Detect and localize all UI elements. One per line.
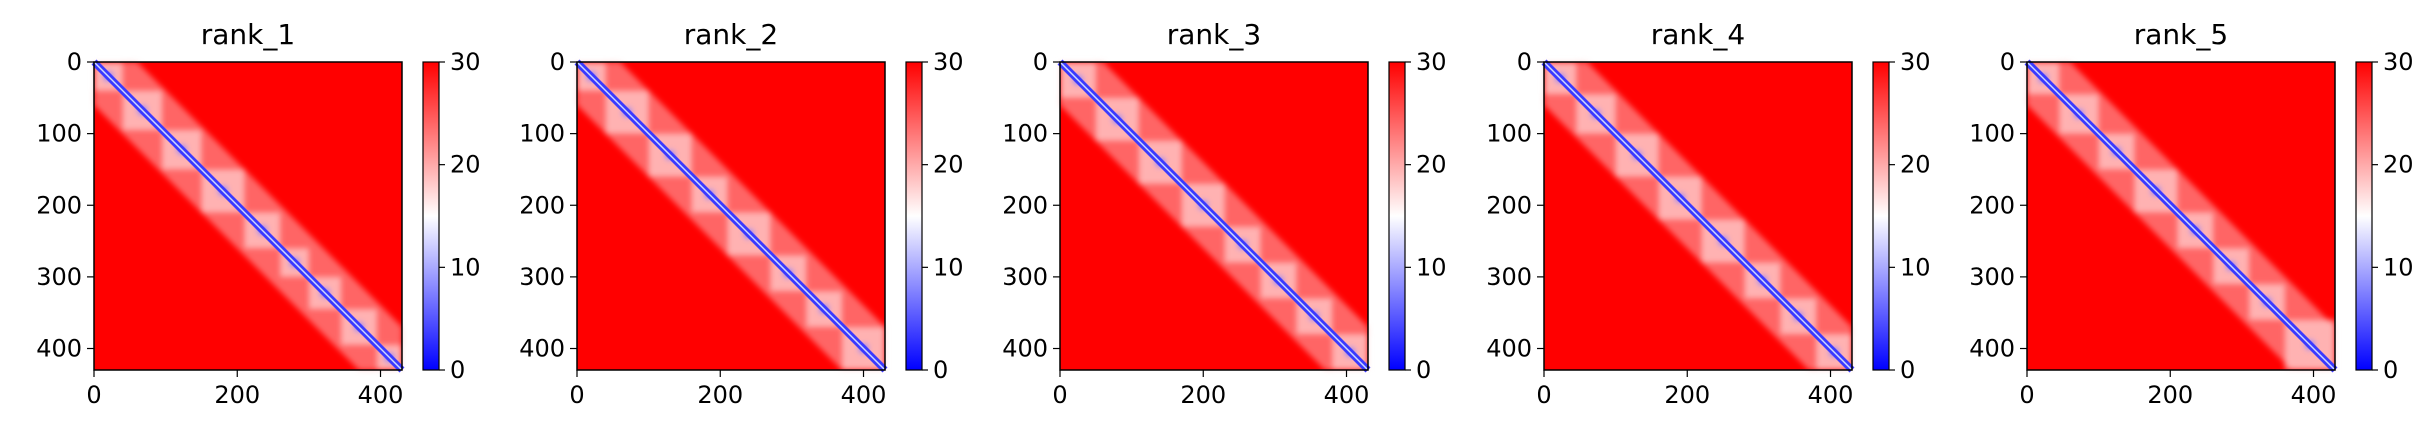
axes-frame	[1059, 61, 1369, 371]
y-tick-label: 200	[1486, 191, 1532, 219]
x-tick-label: 200	[1664, 381, 1710, 409]
y-tick-label: 300	[1486, 263, 1532, 291]
y-tick-label: 300	[1969, 263, 2015, 291]
y-tick-label: 100	[1486, 120, 1532, 148]
y-tick-label: 200	[1969, 191, 2015, 219]
colorbar-tick-label: 10	[1416, 253, 1447, 281]
y-tick-label: 200	[519, 191, 565, 219]
colorbar-tick-label: 10	[2383, 253, 2414, 281]
y-tick-label: 400	[1969, 335, 2015, 363]
colorbar-tick-label: 20	[933, 151, 964, 179]
colorbar	[1872, 61, 1890, 371]
x-tick-label: 400	[358, 381, 404, 409]
chart-title: rank_3	[1167, 18, 1261, 51]
diagonal-highlight	[576, 61, 886, 371]
y-tick-label: 100	[1002, 120, 1048, 148]
colorbar-tick-label: 30	[933, 48, 964, 76]
y-tick-label: 300	[36, 263, 82, 291]
chart-title: rank_1	[201, 18, 295, 51]
chart-title: rank_2	[684, 18, 778, 51]
colorbar-tick-label: 20	[450, 151, 481, 179]
colorbar-tick-label: 30	[450, 48, 481, 76]
y-tick-label: 300	[519, 263, 565, 291]
colorbar-tick-label: 0	[450, 356, 465, 384]
y-tick-label: 0	[2000, 48, 2015, 76]
chart-title: rank_5	[2134, 18, 2228, 51]
y-tick-label: 100	[1969, 120, 2015, 148]
x-tick-label: 400	[1808, 381, 1854, 409]
y-tick-label: 100	[519, 120, 565, 148]
y-tick-label: 200	[36, 191, 82, 219]
x-tick-label: 200	[697, 381, 743, 409]
diagonal-highlight	[1543, 61, 1853, 371]
axes-frame	[93, 61, 403, 371]
y-tick-label: 400	[519, 335, 565, 363]
y-tick-label: 100	[36, 120, 82, 148]
x-tick-label: 200	[1180, 381, 1226, 409]
y-tick-label: 0	[67, 48, 82, 76]
colorbar-tick-label: 30	[1416, 48, 1447, 76]
diagonal-highlight	[1059, 61, 1369, 371]
x-tick-label: 200	[214, 381, 260, 409]
colorbar-tick-label: 20	[1900, 151, 1931, 179]
x-tick-label: 400	[1324, 381, 1370, 409]
colorbar-tick-label: 0	[1416, 356, 1431, 384]
axes-frame	[576, 61, 886, 371]
y-tick-label: 400	[36, 335, 82, 363]
colorbar-tick-label: 20	[2383, 151, 2414, 179]
colorbar	[1388, 61, 1406, 371]
y-tick-label: 0	[1517, 48, 1532, 76]
colorbar-tick-label: 0	[933, 356, 948, 384]
axes-frame	[1543, 61, 1853, 371]
colorbar-tick-label: 0	[1900, 356, 1915, 384]
diagonal-highlight	[93, 61, 403, 371]
diagonal-highlight	[2026, 61, 2336, 371]
x-tick-label: 0	[1052, 381, 1067, 409]
colorbar-tick-label: 10	[450, 253, 481, 281]
y-tick-label: 0	[1033, 48, 1048, 76]
x-tick-label: 400	[2291, 381, 2337, 409]
y-tick-label: 400	[1486, 335, 1532, 363]
x-tick-label: 0	[2019, 381, 2034, 409]
y-tick-label: 300	[1002, 263, 1048, 291]
y-tick-label: 0	[550, 48, 565, 76]
colorbar-tick-label: 30	[2383, 48, 2414, 76]
x-tick-label: 200	[2147, 381, 2193, 409]
x-tick-label: 400	[841, 381, 887, 409]
x-tick-label: 0	[1536, 381, 1551, 409]
colorbar	[905, 61, 923, 371]
colorbar-tick-label: 20	[1416, 151, 1447, 179]
colorbar-tick-label: 10	[933, 253, 964, 281]
y-tick-label: 200	[1002, 191, 1048, 219]
colorbar-tick-label: 30	[1900, 48, 1931, 76]
y-tick-label: 400	[1002, 335, 1048, 363]
colorbar-tick-label: 10	[1900, 253, 1931, 281]
x-tick-label: 0	[569, 381, 584, 409]
chart-title: rank_4	[1651, 18, 1745, 51]
x-tick-label: 0	[86, 381, 101, 409]
colorbar-tick-label: 0	[2383, 356, 2398, 384]
colorbar	[2355, 61, 2373, 371]
colorbar	[422, 61, 440, 371]
axes-frame	[2026, 61, 2336, 371]
